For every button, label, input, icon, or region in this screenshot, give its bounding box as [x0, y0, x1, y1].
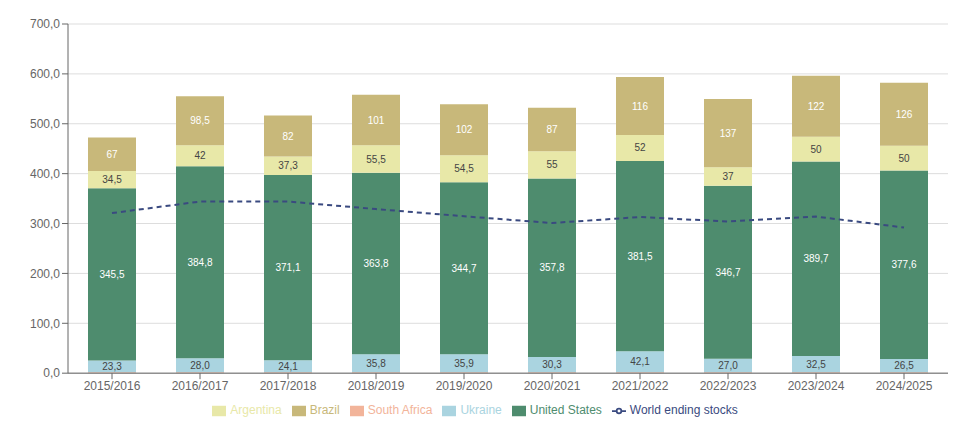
svg-text:200,0: 200,0 — [30, 267, 60, 281]
svg-text:384,8: 384,8 — [187, 257, 212, 268]
svg-text:2018/2019: 2018/2019 — [348, 379, 405, 393]
svg-text:102: 102 — [456, 124, 473, 135]
svg-text:126: 126 — [896, 109, 913, 120]
svg-text:2016/2017: 2016/2017 — [172, 379, 229, 393]
html-text:Argentina: Argentina — [230, 403, 282, 418]
svg-text:52: 52 — [634, 142, 646, 153]
svg-text:100,0: 100,0 — [30, 317, 60, 331]
html-text:Brazil: Brazil — [309, 403, 340, 418]
svg-text:0,0: 0,0 — [43, 366, 60, 380]
svg-text:24,1: 24,1 — [278, 361, 298, 372]
svg-text:50: 50 — [810, 144, 822, 155]
svg-text:2023/2024: 2023/2024 — [788, 379, 845, 393]
svg-text:357,8: 357,8 — [539, 262, 564, 273]
svg-text:101: 101 — [368, 115, 385, 126]
svg-text:2021/2022: 2021/2022 — [612, 379, 669, 393]
svg-text:371,1: 371,1 — [275, 262, 300, 273]
html-text:World ending stocks: World ending stocks — [629, 403, 738, 418]
svg-text:55,5: 55,5 — [366, 154, 386, 165]
svg-text:67: 67 — [106, 149, 118, 160]
svg-text:363,8: 363,8 — [363, 258, 388, 269]
svg-text:87: 87 — [546, 124, 558, 135]
svg-text:344,7: 344,7 — [451, 263, 476, 274]
svg-text:2019/2020: 2019/2020 — [436, 379, 493, 393]
svg-text:55: 55 — [546, 159, 558, 170]
html-text:South Africa: South Africa — [367, 403, 433, 418]
svg-text:116: 116 — [632, 101, 648, 112]
html-text:Ukraine: Ukraine — [460, 403, 502, 418]
svg-text:2020/2021: 2020/2021 — [524, 379, 581, 393]
svg-text:35,9: 35,9 — [454, 358, 474, 369]
svg-text:35,8: 35,8 — [366, 358, 386, 369]
svg-text:2017/2018: 2017/2018 — [260, 379, 317, 393]
svg-text:2024/2025: 2024/2025 — [876, 379, 933, 393]
svg-text:28,0: 28,0 — [190, 360, 210, 371]
svg-text:700,0: 700,0 — [30, 17, 60, 31]
html-text:United States: United States — [529, 403, 602, 418]
svg-text:42,1: 42,1 — [630, 356, 650, 367]
svg-text:23,3: 23,3 — [102, 361, 122, 372]
svg-text:500,0: 500,0 — [30, 117, 60, 131]
svg-text:34,5: 34,5 — [102, 174, 122, 185]
svg-text:2015/2016: 2015/2016 — [84, 379, 141, 393]
svg-text:389,7: 389,7 — [803, 253, 828, 264]
svg-text:2022/2023: 2022/2023 — [700, 379, 757, 393]
svg-text:54,5: 54,5 — [454, 163, 474, 174]
svg-text:300,0: 300,0 — [30, 217, 60, 231]
svg-text:122: 122 — [808, 101, 825, 112]
svg-text:137: 137 — [720, 128, 737, 139]
svg-text:345,5: 345,5 — [99, 269, 124, 280]
svg-text:30,3: 30,3 — [542, 359, 562, 370]
svg-text:346,7: 346,7 — [715, 267, 740, 278]
svg-text:37,3: 37,3 — [278, 160, 298, 171]
svg-text:42: 42 — [194, 150, 206, 161]
svg-text:32,5: 32,5 — [806, 359, 826, 370]
svg-text:50: 50 — [898, 153, 910, 164]
svg-text:381,5: 381,5 — [627, 251, 652, 262]
svg-text:377,6: 377,6 — [891, 259, 916, 270]
svg-text:400,0: 400,0 — [30, 167, 60, 181]
svg-text:600,0: 600,0 — [30, 67, 60, 81]
svg-text:27,0: 27,0 — [718, 360, 738, 371]
svg-text:37: 37 — [722, 171, 734, 182]
svg-text:98,5: 98,5 — [190, 115, 210, 126]
svg-text:26,5: 26,5 — [894, 360, 914, 371]
svg-text:82: 82 — [282, 131, 294, 142]
